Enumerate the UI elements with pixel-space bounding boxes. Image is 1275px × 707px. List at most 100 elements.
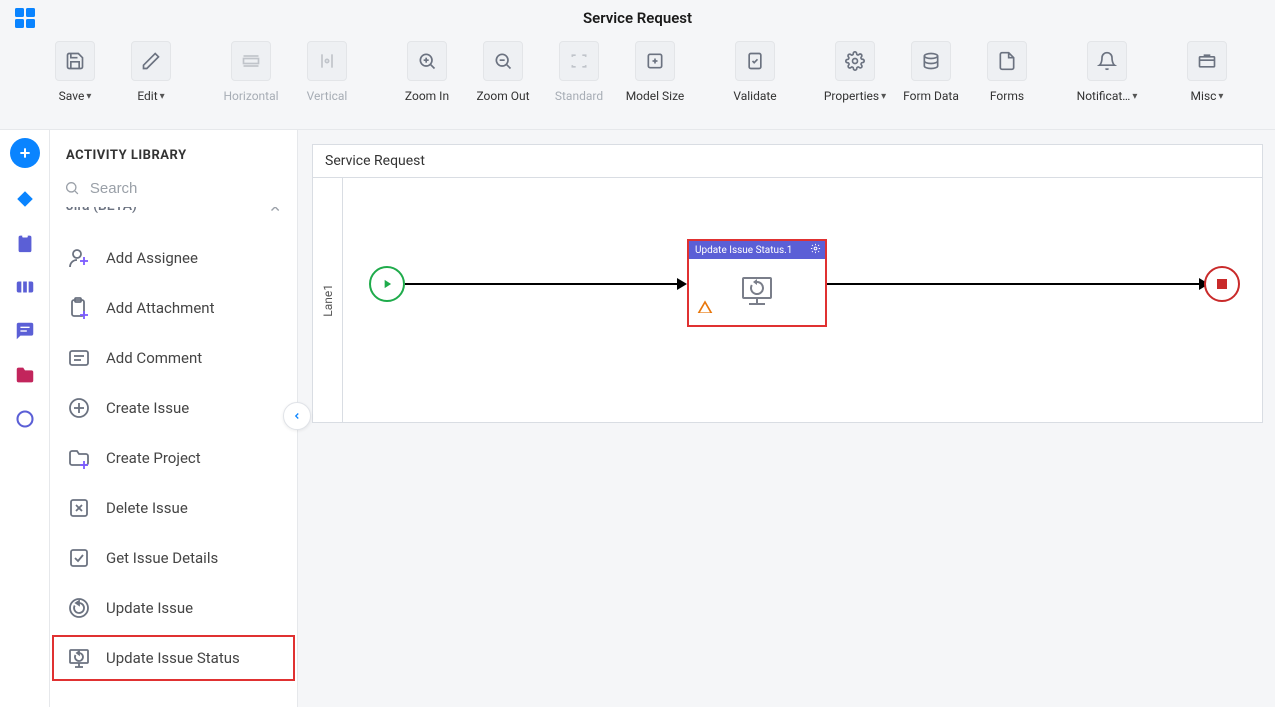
model-size-button[interactable]: Model Size <box>620 41 690 103</box>
zoom-in-label: Zoom In <box>405 89 449 103</box>
activity-item-add-comment[interactable]: Add Comment <box>50 333 297 383</box>
activity-item-label: Create Project <box>106 449 201 467</box>
rail-layout-icon[interactable] <box>12 274 38 300</box>
activity-item-create-issue[interactable]: Create Issue <box>50 383 297 433</box>
activity-icon <box>66 495 92 521</box>
start-node[interactable] <box>369 266 405 302</box>
activity-icon <box>66 645 92 671</box>
properties-icon <box>835 41 875 81</box>
standard-icon <box>559 41 599 81</box>
activity-item-label: Update Issue Status <box>106 649 240 667</box>
edge-2 <box>827 283 1206 285</box>
process-canvas[interactable]: Lane1 Update Issue Status.1 <box>312 177 1263 423</box>
canvas-area: Service Request Lane1 Update Issue Statu… <box>298 130 1275 707</box>
activity-item-label: Add Assignee <box>106 249 198 267</box>
activity-icon <box>66 445 92 471</box>
forms-label: Forms <box>990 89 1024 103</box>
save-button[interactable]: Save▾ <box>40 41 110 103</box>
toolbar: Save▾ Edit▾ Horizontal Vertical <box>0 35 1275 130</box>
search-icon <box>64 179 80 197</box>
activity-item-update-issue[interactable]: Update Issue <box>50 583 297 633</box>
activity-item-label: Get Issue Details <box>106 549 218 567</box>
zoom-in-icon <box>407 41 447 81</box>
activity-item-delete-issue[interactable]: Delete Issue <box>50 483 297 533</box>
save-label: Save <box>59 89 85 103</box>
collapse-sidebar-button[interactable] <box>283 402 311 430</box>
app-logo[interactable] <box>0 6 50 30</box>
edge-1 <box>405 283 684 285</box>
activity-item-create-project[interactable]: Create Project <box>50 433 297 483</box>
edit-label: Edit <box>137 89 157 103</box>
lane-label: Lane1 <box>313 178 343 422</box>
chevron-down-icon: ▾ <box>881 91 886 102</box>
end-node[interactable] <box>1204 266 1240 302</box>
activity-item-label: Delete Issue <box>106 499 188 517</box>
activity-item-add-assignee[interactable]: Add Assignee <box>50 233 297 283</box>
chevron-down-icon: ▾ <box>160 91 165 102</box>
misc-button[interactable]: Misc▾ <box>1172 41 1242 103</box>
save-icon <box>55 41 95 81</box>
validate-label: Validate <box>733 89 776 103</box>
edit-icon <box>131 41 171 81</box>
zoom-out-button[interactable]: Zoom Out <box>468 41 538 103</box>
rail-aux-icon[interactable] <box>15 406 35 432</box>
rail-diamond-icon[interactable] <box>12 186 38 212</box>
rail-folder-icon[interactable] <box>12 362 38 388</box>
standard-label: Standard <box>555 89 603 103</box>
edit-button[interactable]: Edit▾ <box>116 41 186 103</box>
zoom-out-label: Zoom Out <box>476 89 529 103</box>
horizontal-icon <box>231 41 271 81</box>
vertical-button[interactable]: Vertical <box>292 41 362 103</box>
activity-icon <box>66 545 92 571</box>
model-size-icon <box>635 41 675 81</box>
category-label: Jira (BETA) <box>66 207 137 214</box>
search-input[interactable] <box>90 180 283 197</box>
activity-item-label: Add Comment <box>106 349 202 367</box>
form-data-icon <box>911 41 951 81</box>
horizontal-button[interactable]: Horizontal <box>216 41 286 103</box>
activity-icon <box>66 245 92 271</box>
activity-item-add-attachment[interactable]: Add Attachment <box>50 283 297 333</box>
form-data-button[interactable]: Form Data <box>896 41 966 103</box>
add-button[interactable] <box>10 138 40 168</box>
warning-icon <box>697 299 713 319</box>
misc-icon <box>1187 41 1227 81</box>
rail-chat-icon[interactable] <box>12 318 38 344</box>
notifications-label: Notificat… <box>1077 89 1131 103</box>
standard-button[interactable]: Standard <box>544 41 614 103</box>
arrow-1-icon <box>677 278 687 290</box>
forms-button[interactable]: Forms <box>972 41 1042 103</box>
vertical-icon <box>307 41 347 81</box>
activity-icon <box>66 595 92 621</box>
activity-item-label: Update Issue <box>106 599 193 617</box>
chevron-down-icon: ▾ <box>1132 91 1137 102</box>
chevron-down-icon: ▾ <box>1218 91 1223 102</box>
rail-clipboard-icon[interactable] <box>12 230 38 256</box>
vertical-label: Vertical <box>307 89 348 103</box>
form-data-label: Form Data <box>903 89 959 103</box>
activity-node-title: Update Issue Status.1 <box>695 245 792 256</box>
chevron-down-icon: ▾ <box>86 91 91 102</box>
notifications-button[interactable]: Notificat…▾ <box>1072 41 1142 103</box>
activity-icon <box>66 345 92 371</box>
canvas-title: Service Request <box>312 144 1263 177</box>
chevron-up-icon: ✕ <box>269 207 281 216</box>
category-jira[interactable]: Jira (BETA) ✕ <box>50 207 297 227</box>
bell-icon <box>1087 41 1127 81</box>
zoom-out-icon <box>483 41 523 81</box>
zoom-in-button[interactable]: Zoom In <box>392 41 462 103</box>
properties-label: Properties <box>824 89 879 103</box>
left-rail <box>0 130 50 707</box>
activity-icon <box>66 395 92 421</box>
activity-item-label: Create Issue <box>106 399 189 417</box>
properties-button[interactable]: Properties▾ <box>820 41 890 103</box>
forms-icon <box>987 41 1027 81</box>
activity-item-get-issue-details[interactable]: Get Issue Details <box>50 533 297 583</box>
page-title: Service Request <box>50 9 1225 27</box>
gear-icon[interactable] <box>810 243 821 257</box>
activity-item-label: Add Attachment <box>106 299 214 317</box>
activity-item-update-issue-status[interactable]: Update Issue Status <box>50 633 297 683</box>
validate-button[interactable]: Validate <box>720 41 790 103</box>
horizontal-label: Horizontal <box>223 89 278 103</box>
activity-node-update-issue-status[interactable]: Update Issue Status.1 <box>687 239 827 327</box>
